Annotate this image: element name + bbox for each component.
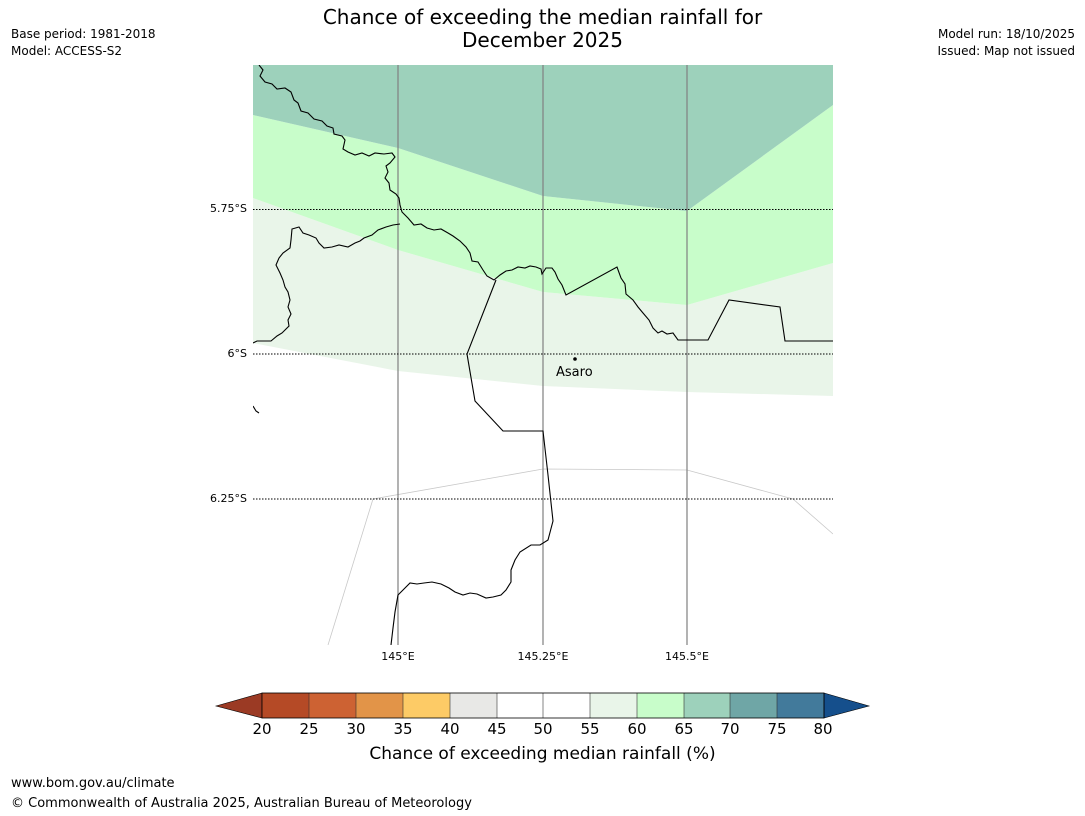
colorbar-bin-20-25 bbox=[262, 693, 309, 718]
base-period: Base period: 1981-2018 bbox=[11, 27, 156, 41]
colorbar-tick: 40 bbox=[440, 720, 460, 738]
province-boundary-stub bbox=[253, 405, 260, 414]
province-boundary-west bbox=[253, 223, 401, 344]
issued-status: Issued: Map not issued bbox=[937, 44, 1075, 58]
colorbar bbox=[214, 692, 871, 719]
colorbar-extend-high bbox=[823, 692, 871, 719]
colorbar-dividers bbox=[308, 693, 778, 718]
footer-url[interactable]: www.bom.gov.au/climate bbox=[11, 776, 175, 791]
lat-label-6: 6°S bbox=[227, 347, 247, 360]
colorbar-bin-55-60 bbox=[590, 693, 637, 718]
colorbar-tick: 45 bbox=[487, 720, 507, 738]
map-area bbox=[253, 65, 833, 645]
colorbar-extend-low bbox=[214, 692, 263, 719]
colorbar-bin-75-80 bbox=[777, 693, 824, 718]
colorbar-bin-35-40 bbox=[403, 693, 450, 718]
colorbar-tick: 80 bbox=[813, 720, 833, 738]
lat-label-6-25: 6.25°S bbox=[210, 492, 247, 505]
map-title: Chance of exceeding the median rainfall … bbox=[0, 6, 1085, 52]
colorbar-tick: 30 bbox=[346, 720, 366, 738]
colorbar-bin-40-45 bbox=[450, 693, 497, 718]
colorbar-label: Chance of exceeding median rainfall (%) bbox=[369, 744, 716, 764]
colorbar-bin-30-35 bbox=[356, 693, 403, 718]
province-boundary-north bbox=[258, 65, 833, 342]
colorbar-bin-45-50 bbox=[497, 693, 543, 718]
lon-label-145: 145°E bbox=[381, 650, 415, 663]
colorbar-tick: 70 bbox=[720, 720, 740, 738]
colorbar-tick: 20 bbox=[252, 720, 272, 738]
colorbar-bin-25-30 bbox=[309, 693, 356, 718]
asaro-marker bbox=[573, 357, 577, 361]
model-run: Model run: 18/10/2025 bbox=[937, 27, 1075, 41]
lon-label-145-5: 145.5°E bbox=[665, 650, 709, 663]
lat-label-5-75: 5.75°S bbox=[210, 202, 247, 215]
title-line-1: Chance of exceeding the median rainfall … bbox=[322, 5, 763, 29]
province-boundary-south bbox=[390, 279, 554, 645]
footer-copyright: © Commonwealth of Australia 2025, Austra… bbox=[11, 796, 472, 811]
title-line-2: December 2025 bbox=[462, 28, 623, 52]
faint-contour bbox=[327, 468, 833, 645]
colorbar-outline bbox=[261, 692, 825, 719]
meta-left: Base period: 1981-2018 Model: ACCESS-S2 bbox=[11, 26, 156, 60]
colorbar-tick: 35 bbox=[393, 720, 413, 738]
colorbar-tick: 25 bbox=[299, 720, 319, 738]
meta-right: Model run: 18/10/2025 Issued: Map not is… bbox=[937, 26, 1075, 60]
colorbar-bin-60-65 bbox=[637, 693, 684, 718]
colorbar-bin-65-70 bbox=[684, 693, 730, 718]
model-name: Model: ACCESS-S2 bbox=[11, 44, 123, 58]
place-label-asaro: Asaro bbox=[556, 365, 593, 380]
colorbar-bin-70-75 bbox=[730, 693, 777, 718]
colorbar-tick: 55 bbox=[580, 720, 600, 738]
colorbar-tick: 50 bbox=[533, 720, 553, 738]
colorbar-tick: 65 bbox=[674, 720, 694, 738]
colorbar-tick: 75 bbox=[767, 720, 787, 738]
colorbar-bin-50-55 bbox=[543, 693, 590, 718]
colorbar-tick: 60 bbox=[627, 720, 647, 738]
lon-label-145-25: 145.25°E bbox=[517, 650, 569, 663]
